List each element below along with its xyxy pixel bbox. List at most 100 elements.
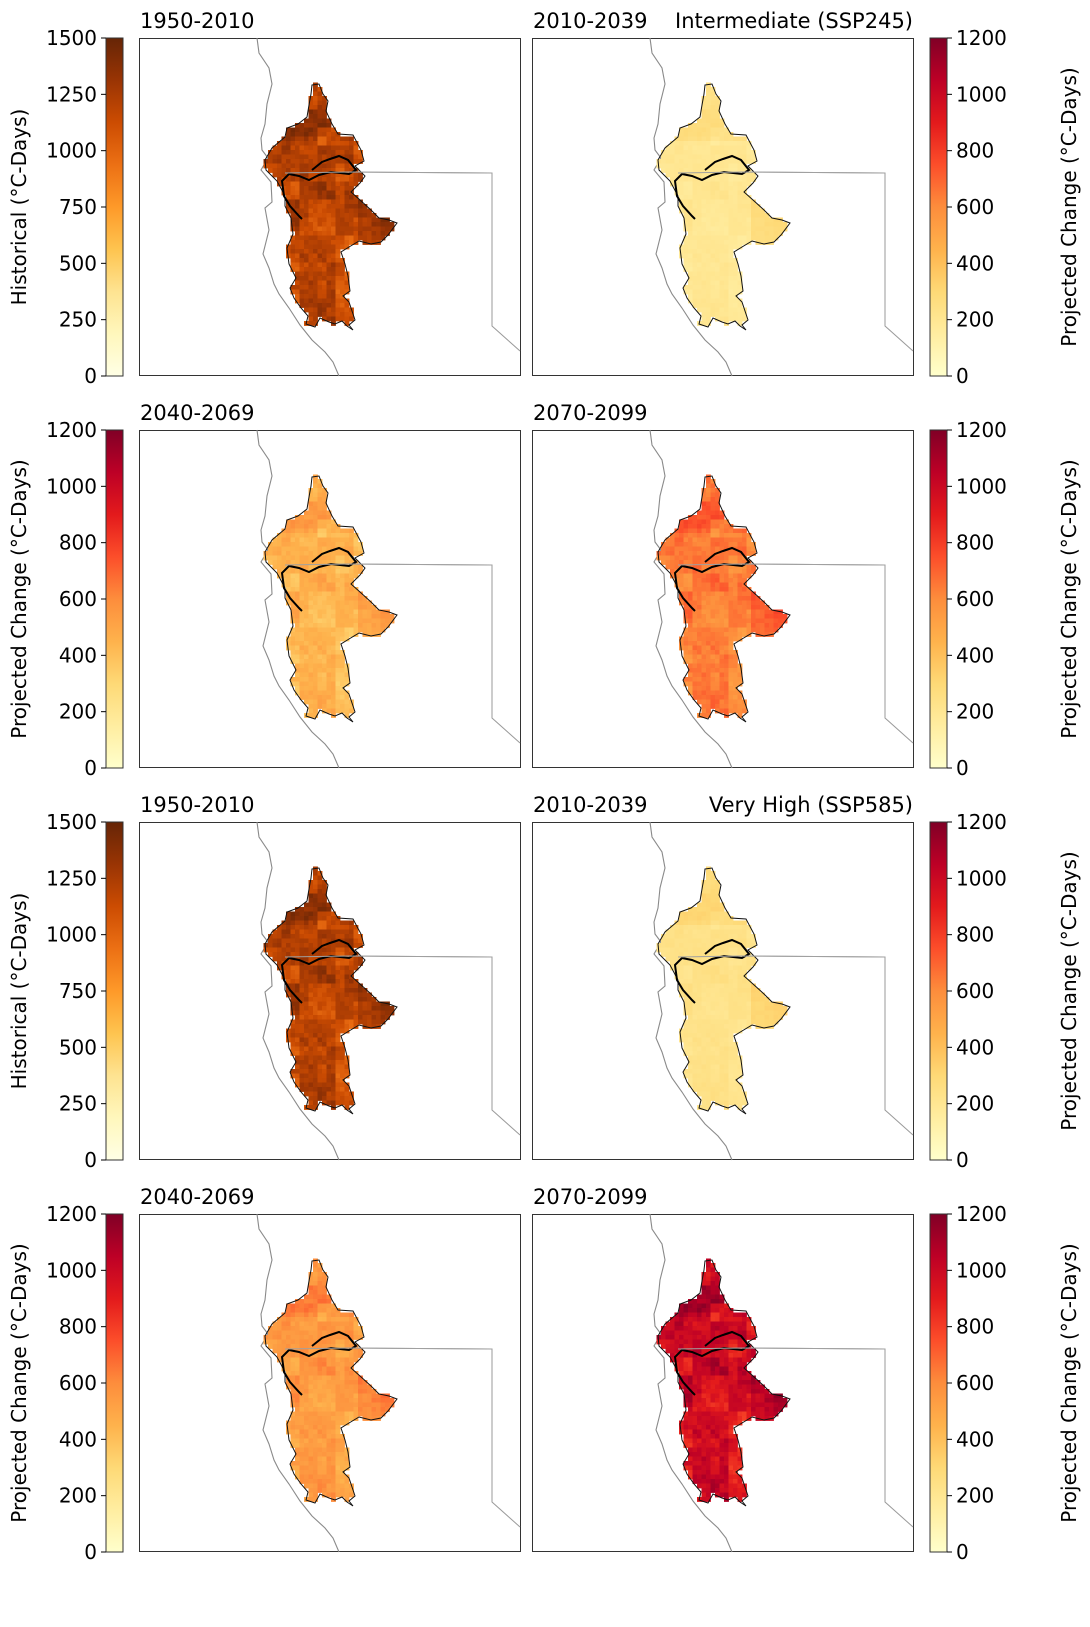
heatmap-cell — [742, 150, 747, 155]
heatmap-cell — [733, 1069, 738, 1074]
heatmap-cell — [299, 1073, 305, 1079]
heatmap-cell — [715, 578, 720, 583]
heatmap-cell — [299, 190, 305, 196]
heatmap-cell — [683, 974, 689, 980]
heatmap-cell — [697, 627, 702, 633]
heatmap-cell — [331, 258, 336, 263]
heatmap-cell — [326, 1051, 332, 1056]
heatmap-cell — [728, 992, 734, 998]
heatmap-cell — [304, 294, 309, 299]
heatmap-cell — [715, 983, 720, 989]
heatmap-cell — [688, 916, 693, 921]
heatmap-cell — [706, 690, 711, 696]
heatmap-cell — [326, 677, 332, 682]
colorbar-tick-label: 200 — [956, 700, 994, 724]
heatmap-cell — [742, 992, 747, 998]
heatmap-cell — [380, 623, 386, 628]
heatmap-cell — [706, 1028, 711, 1034]
heatmap-cell — [322, 1290, 327, 1295]
heatmap-cell — [710, 168, 716, 173]
heatmap-cell — [290, 244, 296, 250]
heatmap-cell — [322, 1024, 327, 1029]
heatmap-cell — [326, 267, 332, 272]
heatmap-cell — [728, 298, 734, 304]
heatmap-cell — [308, 925, 314, 930]
heatmap-cell — [715, 605, 720, 610]
heatmap-cell — [340, 974, 345, 980]
heatmap-cell — [683, 519, 689, 525]
heatmap-cell — [719, 551, 725, 556]
heatmap-cell — [737, 618, 743, 624]
heatmap-cell — [308, 654, 314, 660]
heatmap-cell — [358, 997, 363, 1002]
heatmap-cell — [724, 695, 729, 700]
heatmap-cell — [692, 285, 698, 290]
heatmap-cell — [737, 564, 743, 570]
heatmap-cell — [344, 605, 350, 610]
heatmap-cell — [290, 1028, 296, 1034]
heatmap-cell — [728, 1087, 734, 1092]
heatmap-cell — [331, 578, 336, 583]
heatmap-cell — [290, 533, 296, 538]
heatmap-cell — [692, 141, 698, 146]
heatmap-cell — [353, 605, 359, 610]
heatmap-cell — [304, 1371, 309, 1376]
heatmap-cell — [313, 222, 318, 227]
heatmap-cell — [290, 659, 296, 664]
heatmap-cell — [340, 659, 345, 664]
heatmap-cell — [737, 1087, 743, 1092]
heatmap-cell — [358, 235, 363, 241]
heatmap-cell — [710, 645, 716, 651]
heatmap-cell — [295, 1321, 300, 1327]
heatmap-cell — [701, 564, 707, 570]
heatmap-cell — [322, 222, 327, 227]
heatmap-cell — [322, 1371, 327, 1376]
heatmap-cell — [715, 136, 720, 142]
heatmap-cell — [358, 213, 363, 218]
heatmap-cell — [286, 1028, 291, 1034]
heatmap-cell — [728, 1037, 734, 1043]
heatmap-cell — [692, 1033, 698, 1038]
heatmap-cell — [290, 1366, 296, 1372]
heatmap-cell — [737, 614, 743, 619]
heatmap-cell — [688, 573, 693, 579]
heatmap-cell — [737, 695, 743, 700]
heatmap-cell — [313, 226, 318, 232]
heatmap-cell — [710, 636, 716, 642]
heatmap-cell — [308, 1402, 314, 1408]
heatmap-cell — [304, 681, 309, 687]
heatmap-cell — [313, 1380, 318, 1385]
heatmap-cell — [331, 1042, 336, 1047]
heatmap-cell — [665, 172, 671, 178]
heatmap-cell — [313, 1024, 318, 1029]
heatmap-cell — [724, 650, 729, 655]
heatmap-cell — [724, 596, 729, 601]
heatmap-cell — [371, 222, 377, 227]
heatmap-cell — [308, 208, 314, 214]
heatmap-cell — [688, 1051, 693, 1056]
heatmap-cell — [335, 668, 341, 673]
heatmap-cell — [719, 316, 725, 322]
heatmap-cell — [733, 1073, 738, 1079]
heatmap-cell — [295, 533, 300, 538]
heatmap-cell — [335, 704, 341, 709]
heatmap-cell — [760, 1010, 765, 1016]
heatmap-cell — [710, 880, 716, 885]
heatmap-cell — [719, 961, 725, 966]
heatmap-cell — [701, 907, 707, 912]
heatmap-cell — [286, 600, 291, 606]
heatmap-cell — [326, 150, 332, 155]
heatmap-cell — [322, 916, 327, 921]
heatmap-cell — [710, 560, 716, 565]
heatmap-cell — [367, 1389, 372, 1394]
heatmap-cell — [349, 929, 354, 935]
heatmap-cell — [688, 591, 693, 597]
heatmap-cell — [295, 285, 300, 290]
heatmap-cell — [322, 267, 327, 272]
heatmap-cell — [349, 609, 354, 615]
heatmap-cell — [322, 258, 327, 263]
heatmap-cell — [701, 316, 707, 322]
heatmap-cell — [290, 267, 296, 272]
heatmap-cell — [344, 920, 350, 926]
heatmap-cell — [295, 136, 300, 142]
